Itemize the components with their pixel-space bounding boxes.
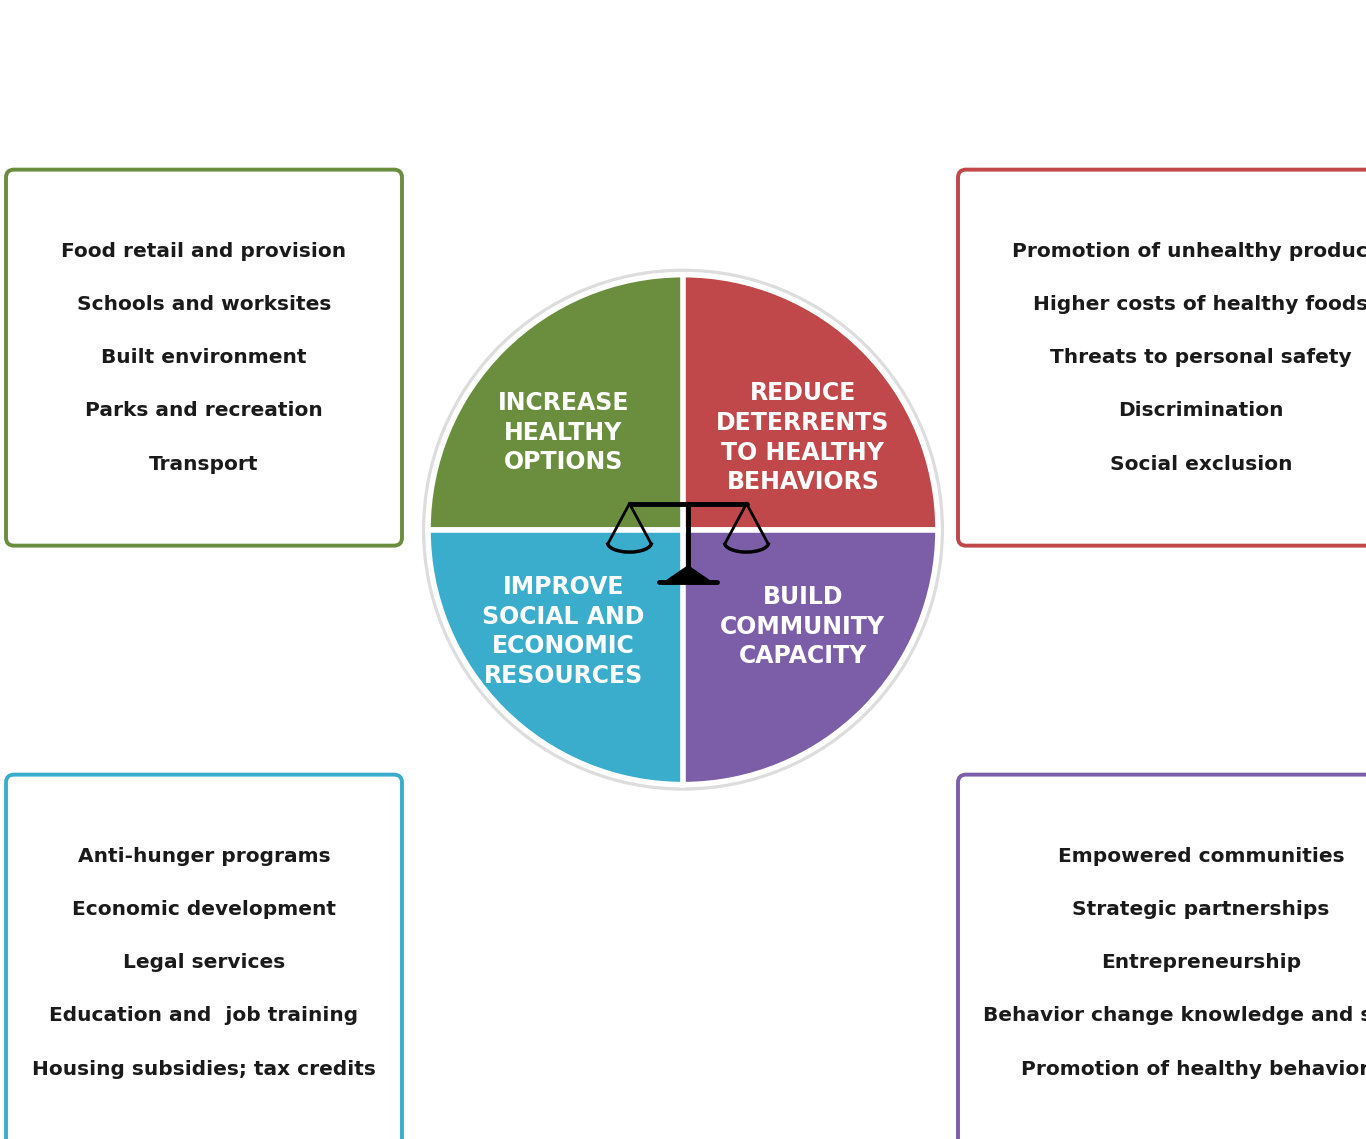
FancyBboxPatch shape xyxy=(958,775,1366,1139)
Wedge shape xyxy=(428,530,683,785)
Text: INCREASE
HEALTHY
OPTIONS: INCREASE HEALTHY OPTIONS xyxy=(497,391,628,475)
Circle shape xyxy=(422,269,944,790)
Text: Transport: Transport xyxy=(149,454,258,474)
Polygon shape xyxy=(664,566,712,582)
Text: Parks and recreation: Parks and recreation xyxy=(85,401,322,420)
Text: Economic development: Economic development xyxy=(72,900,336,919)
FancyBboxPatch shape xyxy=(958,170,1366,546)
Text: Empowered communities: Empowered communities xyxy=(1057,846,1344,866)
Text: Social exclusion: Social exclusion xyxy=(1109,454,1292,474)
Text: Discrimination: Discrimination xyxy=(1119,401,1284,420)
Text: Threats to personal safety: Threats to personal safety xyxy=(1050,349,1352,367)
Text: BUILD
COMMUNITY
CAPACITY: BUILD COMMUNITY CAPACITY xyxy=(720,584,885,669)
Text: Housing subsidies; tax credits: Housing subsidies; tax credits xyxy=(31,1059,376,1079)
Text: Food retail and provision: Food retail and provision xyxy=(61,241,347,261)
FancyBboxPatch shape xyxy=(5,775,402,1139)
Text: Higher costs of healthy foods: Higher costs of healthy foods xyxy=(1033,295,1366,314)
Text: Education and  job training: Education and job training xyxy=(49,1007,358,1025)
FancyBboxPatch shape xyxy=(5,170,402,546)
Text: Legal services: Legal services xyxy=(123,953,285,972)
Text: Entrepreneurship: Entrepreneurship xyxy=(1101,953,1300,972)
Text: Strategic partnerships: Strategic partnerships xyxy=(1072,900,1329,919)
Text: Anti-hunger programs: Anti-hunger programs xyxy=(78,846,331,866)
Text: Built environment: Built environment xyxy=(101,349,307,367)
Text: IMPROVE
SOCIAL AND
ECONOMIC
RESOURCES: IMPROVE SOCIAL AND ECONOMIC RESOURCES xyxy=(482,575,645,688)
Text: Promotion of unhealthy products: Promotion of unhealthy products xyxy=(1012,241,1366,261)
Text: Promotion of healthy behaviors: Promotion of healthy behaviors xyxy=(1020,1059,1366,1079)
Wedge shape xyxy=(683,530,938,785)
Text: Schools and worksites: Schools and worksites xyxy=(76,295,331,314)
Wedge shape xyxy=(428,274,683,530)
Text: REDUCE
DETERRENTS
TO HEALTHY
BEHAVIORS: REDUCE DETERRENTS TO HEALTHY BEHAVIORS xyxy=(716,382,889,494)
Text: Behavior change knowledge and skills: Behavior change knowledge and skills xyxy=(984,1007,1366,1025)
Wedge shape xyxy=(683,274,938,530)
